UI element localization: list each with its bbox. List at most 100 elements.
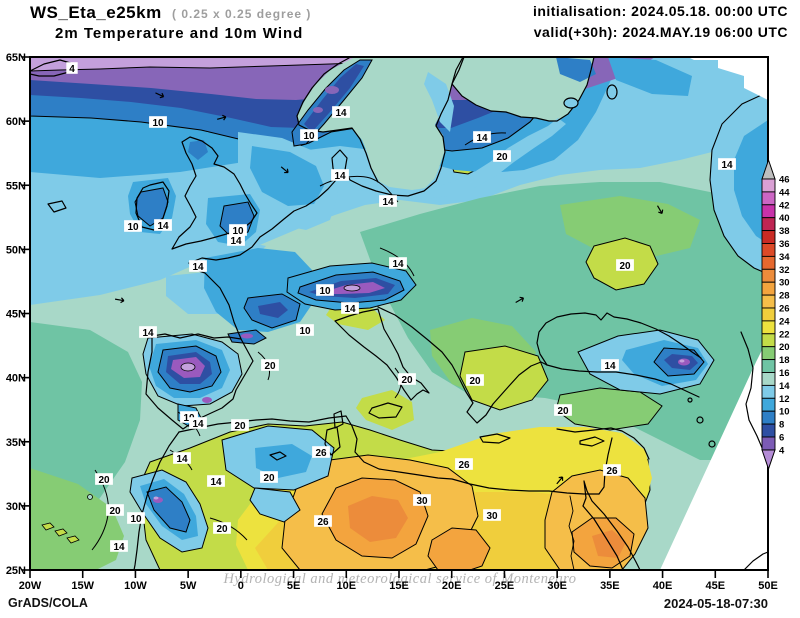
svg-text:26: 26 xyxy=(317,517,329,528)
svg-text:36: 36 xyxy=(779,239,790,250)
svg-text:20: 20 xyxy=(496,152,508,163)
svg-text:26: 26 xyxy=(779,304,790,315)
svg-text:28: 28 xyxy=(779,291,790,302)
svg-text:14: 14 xyxy=(113,542,125,553)
svg-text:10: 10 xyxy=(779,407,790,418)
valid-value: 2024.MAY.19 06:00 UTC xyxy=(622,24,788,40)
svg-text:20: 20 xyxy=(98,475,110,486)
svg-text:10: 10 xyxy=(319,286,331,297)
svg-text:30N: 30N xyxy=(6,501,26,513)
svg-text:10: 10 xyxy=(232,226,244,237)
svg-text:45N: 45N xyxy=(6,309,26,321)
svg-text:14: 14 xyxy=(176,454,188,465)
svg-text:10W: 10W xyxy=(124,580,147,592)
svg-text:4: 4 xyxy=(69,64,75,75)
svg-text:14: 14 xyxy=(334,171,346,182)
svg-text:18: 18 xyxy=(779,355,790,366)
svg-text:14: 14 xyxy=(142,328,154,339)
valid-label: valid(+30h): xyxy=(533,24,618,40)
svg-text:26: 26 xyxy=(315,448,327,459)
initialisation-line: initialisation: 2024.05.18. 00:00 UTC xyxy=(533,3,788,19)
svg-text:26: 26 xyxy=(606,466,618,477)
svg-text:14: 14 xyxy=(192,419,204,430)
svg-text:20: 20 xyxy=(779,342,790,353)
svg-text:60N: 60N xyxy=(6,116,26,128)
svg-text:4: 4 xyxy=(779,445,785,456)
svg-text:20: 20 xyxy=(234,421,246,432)
svg-text:10E: 10E xyxy=(336,580,356,592)
svg-text:6: 6 xyxy=(779,433,784,444)
svg-text:34: 34 xyxy=(779,252,790,263)
svg-text:24: 24 xyxy=(779,316,790,327)
svg-text:15E: 15E xyxy=(389,580,409,592)
svg-text:14: 14 xyxy=(476,133,488,144)
svg-text:10: 10 xyxy=(299,326,311,337)
svg-text:22: 22 xyxy=(779,329,790,340)
svg-text:10: 10 xyxy=(152,118,164,129)
svg-text:40E: 40E xyxy=(653,580,673,592)
svg-text:26: 26 xyxy=(458,460,470,471)
svg-text:14: 14 xyxy=(230,236,242,247)
svg-text:65N: 65N xyxy=(6,52,26,64)
svg-text:20: 20 xyxy=(263,473,275,484)
init-value: 2024.05.18. 00:00 UTC xyxy=(631,3,788,19)
svg-text:15W: 15W xyxy=(71,580,94,592)
valid-line: valid(+30h): 2024.MAY.19 06:00 UTC xyxy=(534,24,788,40)
svg-text:30: 30 xyxy=(779,278,790,289)
generation-timestamp: 2024-05-18-07:30 xyxy=(663,596,768,611)
svg-text:30: 30 xyxy=(416,496,428,507)
svg-text:8: 8 xyxy=(779,420,784,431)
svg-text:20: 20 xyxy=(264,361,276,372)
model-resolution: ( 0.25 x 0.25 degree ) xyxy=(172,7,312,21)
svg-text:12: 12 xyxy=(779,394,790,405)
svg-text:20: 20 xyxy=(216,524,228,535)
svg-text:16: 16 xyxy=(779,368,790,379)
svg-text:50E: 50E xyxy=(758,580,778,592)
svg-text:35N: 35N xyxy=(6,437,26,449)
svg-text:42: 42 xyxy=(779,200,790,211)
svg-text:0: 0 xyxy=(238,580,244,592)
latitude-axis: 65N 60N 55N 50N 45N 40N 35N 30N 25N xyxy=(6,52,30,577)
svg-text:14: 14 xyxy=(192,262,204,273)
svg-text:38: 38 xyxy=(779,226,790,237)
svg-text:5E: 5E xyxy=(287,580,300,592)
svg-text:14: 14 xyxy=(382,197,394,208)
svg-text:40N: 40N xyxy=(6,373,26,385)
data-void-right xyxy=(652,338,768,570)
svg-text:20W: 20W xyxy=(19,580,42,592)
svg-text:32: 32 xyxy=(779,265,790,276)
grads-credit: GrADS/COLA xyxy=(8,596,88,610)
longitude-axis: 20W 15W 10W 5W 0 5E 10E 15E 20E 25E 30E 35E 40E 45E 50… xyxy=(19,570,778,592)
svg-text:20: 20 xyxy=(619,261,631,272)
svg-text:20: 20 xyxy=(401,375,413,386)
svg-text:14: 14 xyxy=(157,221,169,232)
svg-text:10: 10 xyxy=(303,131,315,142)
svg-text:14: 14 xyxy=(344,304,356,315)
svg-text:25E: 25E xyxy=(495,580,515,592)
svg-text:35E: 35E xyxy=(600,580,620,592)
product-title: 2m Temperature and 10m Wind xyxy=(55,25,304,42)
svg-text:10: 10 xyxy=(130,514,142,525)
watermark: Hydrological and meteorological service … xyxy=(223,571,577,587)
svg-text:30: 30 xyxy=(486,511,498,522)
data-void-top-right xyxy=(688,57,768,100)
svg-text:20: 20 xyxy=(469,376,481,387)
svg-text:20: 20 xyxy=(109,506,121,517)
svg-text:46: 46 xyxy=(779,175,790,186)
svg-text:14: 14 xyxy=(604,361,616,372)
svg-text:55N: 55N xyxy=(6,180,26,192)
svg-text:14: 14 xyxy=(335,108,347,119)
svg-text:14: 14 xyxy=(210,477,222,488)
svg-text:44: 44 xyxy=(779,187,790,198)
svg-text:5W: 5W xyxy=(180,580,197,592)
svg-text:50N: 50N xyxy=(6,244,26,256)
svg-text:14: 14 xyxy=(779,381,790,392)
svg-text:14: 14 xyxy=(392,259,404,270)
svg-text:20: 20 xyxy=(557,406,569,417)
svg-text:14: 14 xyxy=(721,160,733,171)
svg-text:45E: 45E xyxy=(705,580,725,592)
